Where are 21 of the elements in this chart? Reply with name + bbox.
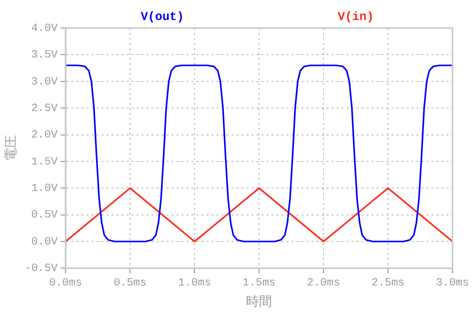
text: V(out) [140, 10, 184, 24]
x-tick-label: 1.5ms [242, 278, 276, 290]
y-tick-label: -0.5V [24, 263, 58, 276]
y-tick-label: 1.5V [31, 156, 58, 168]
y-tick-label: 4.0V [31, 22, 58, 35]
y-tick-label: 3.0V [31, 76, 58, 88]
y-tick-label: 0.5V [31, 210, 58, 222]
x-tick-label: 2.0ms [307, 278, 340, 290]
y-tick-label: 2.0V [31, 130, 58, 142]
y-tick-label: 1.0V [31, 183, 58, 196]
x-tick-label: 0.0ms [49, 278, 82, 290]
y-axis-title: 電圧 [4, 135, 20, 162]
y-tick-label: 0.0V [31, 236, 58, 248]
y-tick-label: 2.5V [31, 102, 58, 115]
x-axis-title: 時間 [246, 294, 272, 310]
y-tick-label: 3.5V [31, 50, 58, 62]
x-tick-label: 1.0ms [178, 278, 212, 290]
x-tick-label: 0.5ms [114, 278, 147, 290]
text: V(in) [338, 10, 374, 24]
x-tick-label: 2.5ms [372, 278, 405, 290]
x-tick-label: 3.0ms [436, 278, 470, 290]
